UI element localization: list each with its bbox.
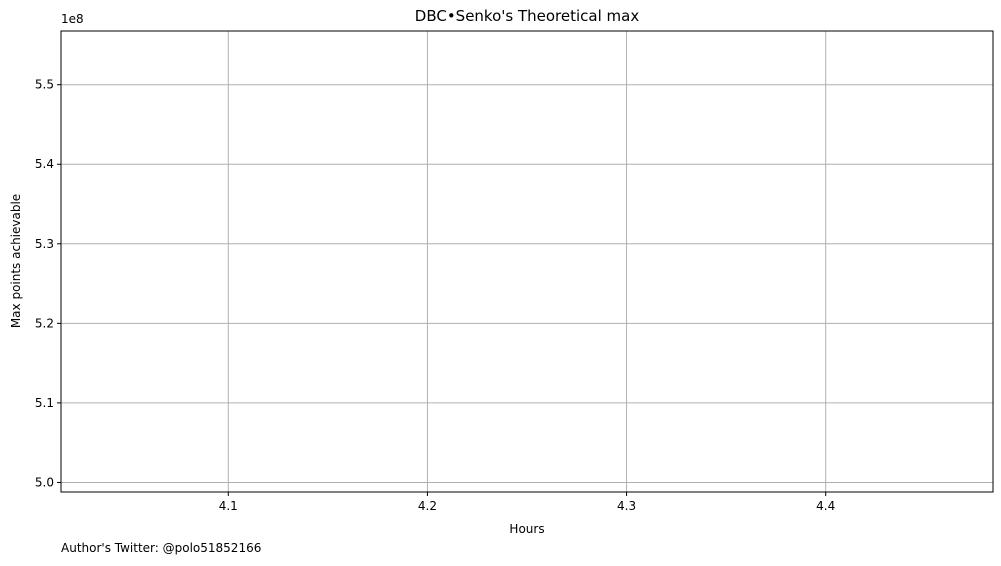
x-tick-label: 4.4 bbox=[816, 499, 835, 513]
grid bbox=[61, 31, 993, 492]
chart-title: DBC•Senko's Theoretical max bbox=[415, 7, 640, 25]
author-footnote: Author's Twitter: @polo51852166 bbox=[61, 541, 261, 555]
plot-area bbox=[60, 30, 994, 493]
x-tick-label: 4.2 bbox=[418, 499, 437, 513]
x-tick-label: 4.1 bbox=[219, 499, 238, 513]
y-axis-label: Max points achievable bbox=[9, 194, 23, 328]
axis-ticks: 4.1 4.2 4.3 4.4 5.0 5.1 5.2 5.3 5.4 5.5 bbox=[35, 78, 835, 513]
y-tick-label: 5.5 bbox=[35, 78, 54, 92]
y-tick-label: 5.0 bbox=[35, 475, 54, 489]
x-axis-label: Hours bbox=[509, 522, 544, 536]
y-tick-label: 5.2 bbox=[35, 316, 54, 330]
x-tick-label: 4.3 bbox=[617, 499, 636, 513]
y-axis-offset-label: 1e8 bbox=[61, 12, 84, 26]
y-tick-label: 5.3 bbox=[35, 237, 54, 251]
y-tick-label: 5.4 bbox=[35, 157, 54, 171]
y-tick-label: 5.1 bbox=[35, 396, 54, 410]
